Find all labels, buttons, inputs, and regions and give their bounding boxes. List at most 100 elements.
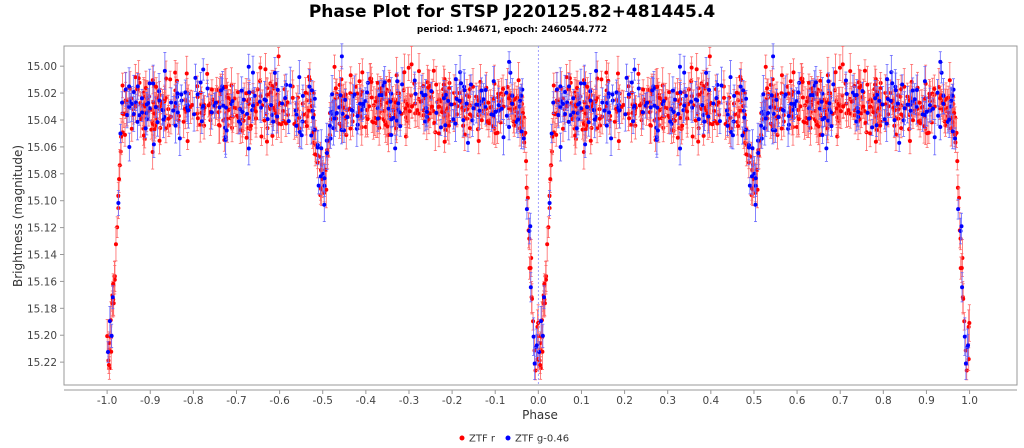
data-point bbox=[632, 92, 637, 120]
data-point bbox=[286, 108, 291, 134]
x-axis-label: Phase bbox=[522, 408, 558, 422]
data-point bbox=[588, 127, 593, 155]
data-point bbox=[918, 108, 923, 138]
data-point bbox=[595, 113, 600, 144]
data-point bbox=[371, 105, 376, 140]
data-point bbox=[551, 91, 556, 114]
data-point bbox=[138, 92, 143, 114]
data-point bbox=[676, 103, 681, 125]
data-point bbox=[153, 96, 158, 118]
data-point bbox=[678, 81, 683, 103]
data-point bbox=[465, 133, 470, 152]
data-point bbox=[201, 58, 206, 81]
data-point bbox=[640, 95, 645, 130]
data-point bbox=[330, 75, 335, 114]
data-point bbox=[542, 285, 547, 310]
data-point bbox=[389, 125, 394, 144]
data-point bbox=[877, 89, 882, 113]
data-point bbox=[504, 79, 509, 107]
data-point bbox=[375, 73, 380, 93]
y-axis-label: Brightness (magnitude) bbox=[11, 145, 25, 287]
data-point bbox=[895, 93, 900, 114]
data-point bbox=[892, 96, 897, 119]
data-point bbox=[157, 127, 162, 155]
data-point bbox=[956, 198, 961, 220]
data-point bbox=[553, 100, 558, 128]
data-point bbox=[297, 60, 302, 95]
data-point bbox=[824, 134, 829, 162]
data-point bbox=[875, 86, 880, 104]
data-point bbox=[269, 87, 274, 124]
data-point bbox=[585, 77, 590, 97]
data-point bbox=[661, 85, 666, 117]
data-point bbox=[571, 103, 576, 122]
data-point bbox=[343, 88, 348, 111]
data-point bbox=[116, 190, 121, 216]
data-point bbox=[151, 64, 156, 103]
data-point bbox=[239, 76, 244, 105]
data-point bbox=[288, 66, 293, 105]
data-point bbox=[465, 92, 470, 126]
data-point bbox=[184, 55, 189, 92]
data-point bbox=[831, 67, 836, 102]
data-point bbox=[890, 71, 895, 96]
data-point bbox=[311, 105, 316, 130]
data-point bbox=[195, 109, 200, 127]
data-point bbox=[131, 74, 136, 110]
data-point bbox=[185, 132, 190, 150]
data-point bbox=[179, 84, 184, 105]
data-point bbox=[854, 111, 859, 132]
data-point bbox=[468, 74, 473, 95]
data-point bbox=[369, 73, 374, 91]
data-point bbox=[607, 101, 612, 124]
data-point bbox=[120, 91, 125, 114]
data-point bbox=[462, 69, 467, 105]
data-point bbox=[262, 81, 267, 118]
data-point bbox=[271, 112, 276, 131]
data-point bbox=[734, 77, 739, 109]
data-point bbox=[257, 83, 262, 121]
data-point bbox=[332, 100, 337, 137]
data-point bbox=[400, 67, 405, 102]
x-tick-label: 0.8 bbox=[875, 395, 892, 407]
x-tick-label: -1.0 bbox=[97, 395, 118, 407]
data-point bbox=[360, 58, 365, 87]
data-point bbox=[276, 46, 281, 66]
data-point bbox=[655, 120, 660, 141]
data-point bbox=[753, 187, 758, 223]
data-point bbox=[805, 88, 810, 115]
data-point bbox=[154, 77, 159, 97]
data-point bbox=[966, 333, 971, 357]
data-point bbox=[717, 108, 722, 134]
data-point bbox=[714, 80, 719, 116]
data-point bbox=[109, 323, 114, 348]
x-tick-label: 0.6 bbox=[789, 395, 806, 407]
data-point bbox=[443, 113, 448, 137]
data-point bbox=[491, 66, 496, 97]
data-point bbox=[133, 63, 138, 91]
data-point bbox=[528, 212, 533, 240]
data-point bbox=[711, 86, 716, 121]
data-point bbox=[299, 121, 304, 150]
data-point bbox=[657, 89, 662, 107]
data-point bbox=[318, 157, 323, 195]
data-point bbox=[689, 83, 694, 121]
data-point bbox=[744, 142, 749, 167]
data-point bbox=[113, 227, 118, 262]
data-point bbox=[361, 89, 366, 119]
data-point bbox=[144, 92, 149, 117]
data-point bbox=[245, 103, 250, 125]
y-ticks: 15.00 15.02 15.04 15.06 15.08 15.10 15.12 15.14… bbox=[27, 61, 64, 369]
data-point bbox=[950, 113, 955, 150]
data-point bbox=[398, 115, 403, 137]
data-point bbox=[774, 88, 779, 111]
data-point bbox=[629, 71, 634, 94]
data-point bbox=[874, 113, 879, 137]
data-point bbox=[388, 91, 393, 113]
x-tick-label: 0.0 bbox=[530, 395, 547, 407]
data-point bbox=[779, 66, 784, 85]
data-point bbox=[856, 97, 861, 127]
data-point bbox=[122, 123, 127, 147]
data-point bbox=[417, 98, 422, 129]
